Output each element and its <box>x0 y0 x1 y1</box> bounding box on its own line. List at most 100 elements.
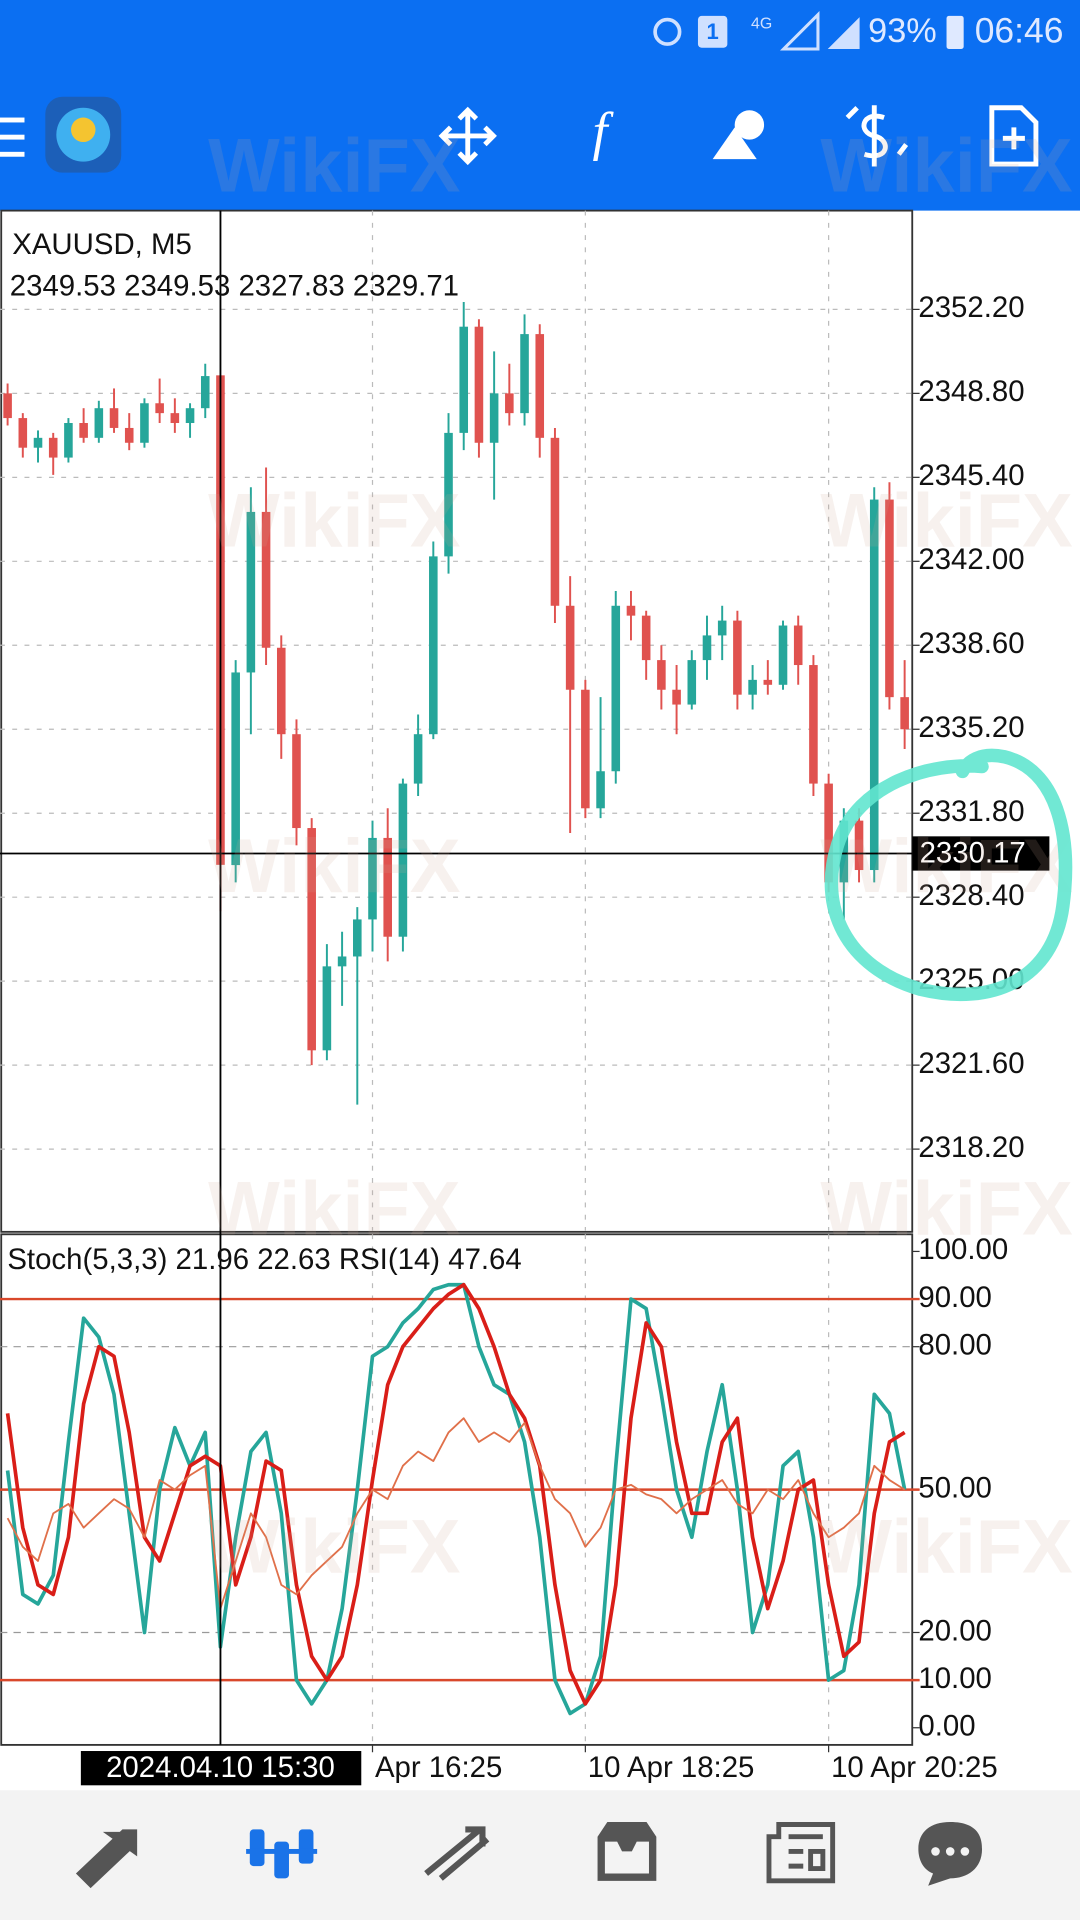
new-order-tool[interactable] <box>989 105 1039 167</box>
candle-body <box>292 734 301 829</box>
candle-body <box>322 966 332 1051</box>
indicator-line <box>6 1417 906 1610</box>
indicator-line <box>5 1282 907 1716</box>
status-badge: 1 <box>707 19 719 44</box>
candle-body <box>18 418 28 448</box>
candle-body <box>505 393 514 414</box>
candle-body <box>778 625 788 685</box>
watermark: WikiFX <box>820 824 1072 909</box>
ohlc-readout: 2349.53 2349.53 2327.83 2329.71 <box>10 270 459 303</box>
candle-body <box>185 408 195 424</box>
candle-body <box>200 376 210 409</box>
candle-body <box>261 511 271 648</box>
trade-tab[interactable] <box>424 1826 490 1881</box>
app-bar <box>0 0 1080 211</box>
y-tick-label: 100.00 <box>918 1233 1008 1266</box>
y-tick-label: 80.00 <box>918 1328 992 1361</box>
quotes-tab[interactable] <box>75 1829 138 1889</box>
candle-body <box>368 837 377 920</box>
y-tick-label: 20.00 <box>918 1614 992 1647</box>
y-tick-label: 2328.40 <box>918 879 1024 912</box>
candle-body <box>626 605 636 616</box>
y-tick-label: 2335.20 <box>918 711 1024 744</box>
objects-tool[interactable] <box>712 110 765 160</box>
menu-button[interactable] <box>0 117 25 157</box>
candle-body <box>869 499 879 871</box>
candle-body <box>657 660 666 690</box>
chat-tab[interactable] <box>918 1822 983 1886</box>
watermark: WikiFX <box>820 479 1072 564</box>
indicator-line <box>5 1282 906 1706</box>
watermark: WikiFX <box>820 123 1072 208</box>
candle-body <box>854 820 864 871</box>
candle-body <box>763 679 773 685</box>
candle-body <box>383 837 392 937</box>
candle-body <box>687 660 697 705</box>
plot-layer: 2024.04.10 15:30 Apr 16:25 10 Apr 18:25 10 … <box>0 210 1050 1786</box>
candle-body <box>717 620 727 636</box>
signal-icon <box>779 10 820 51</box>
candle-body <box>885 499 894 698</box>
candle-body <box>611 605 621 772</box>
y-tick-label: 2321.60 <box>918 1047 1024 1080</box>
candle-body <box>413 734 423 784</box>
badge-box <box>697 15 728 48</box>
x-tick-label: 10 Apr 18:25 <box>588 1751 755 1784</box>
candle-body <box>641 615 651 661</box>
watermark: WikiFX <box>208 479 460 564</box>
y-tick-label: 0.00 <box>918 1710 975 1743</box>
candle-body <box>337 956 347 967</box>
y-tick-label: 90.00 <box>918 1281 992 1314</box>
network-type: 4G <box>751 16 772 33</box>
candle-body <box>79 423 88 438</box>
candle-body <box>353 919 362 957</box>
history-tab[interactable] <box>597 1822 657 1881</box>
app-logo[interactable] <box>45 96 122 173</box>
crosshair-tool[interactable] <box>438 106 497 166</box>
trade-tool[interactable] <box>845 105 909 167</box>
watermark: WikiFX <box>208 1505 460 1590</box>
candle-body <box>535 334 545 438</box>
candle-body <box>124 427 134 443</box>
candle-body <box>444 432 453 557</box>
candle-body <box>246 511 256 673</box>
candle-body <box>733 620 742 695</box>
watermark: WikiFX <box>820 1167 1072 1252</box>
candle-body <box>398 783 408 937</box>
candle-body <box>565 605 575 690</box>
candle-body <box>3 393 12 419</box>
candle-body <box>581 689 590 809</box>
y-tick-label: 2342.00 <box>918 543 1024 576</box>
chart-tab[interactable] <box>246 1829 318 1879</box>
candle-body <box>459 326 469 433</box>
candle-body <box>474 326 484 443</box>
bottom-nav <box>0 1790 1080 1920</box>
battery-icon <box>946 15 964 49</box>
watermark: WikiFX <box>208 123 460 208</box>
candle-body <box>94 408 104 438</box>
x-tick-label: Apr 16:25 <box>375 1751 502 1784</box>
y-tick-label: 2348.80 <box>918 375 1024 408</box>
candle-body <box>702 635 712 661</box>
candle-body <box>520 334 529 414</box>
indicator-title: Stoch(5,3,3) 21.96 22.63 RSI(14) 47.64 <box>7 1243 521 1276</box>
x-tick-label: 10 Apr 20:25 <box>831 1751 998 1784</box>
watermark: WikiFX <box>208 824 460 909</box>
crosshair-time-box <box>80 1751 362 1786</box>
candle-body <box>64 423 73 458</box>
annotation-circle <box>824 748 1073 1002</box>
y-tick-label: 2345.40 <box>918 459 1024 492</box>
y-tick-label: 50.00 <box>918 1471 992 1504</box>
candle-body <box>793 625 803 666</box>
candle-body <box>307 828 316 1051</box>
candle-body <box>170 413 180 424</box>
candle-body <box>48 437 58 458</box>
y-tick-label: 2338.60 <box>918 627 1024 660</box>
crosshair-time-label: 2024.04.10 15:30 <box>106 1751 335 1784</box>
battery-level: 93% <box>868 12 937 50</box>
candle-body <box>489 393 499 443</box>
candle-body <box>276 647 286 735</box>
news-tab[interactable] <box>766 1822 836 1884</box>
